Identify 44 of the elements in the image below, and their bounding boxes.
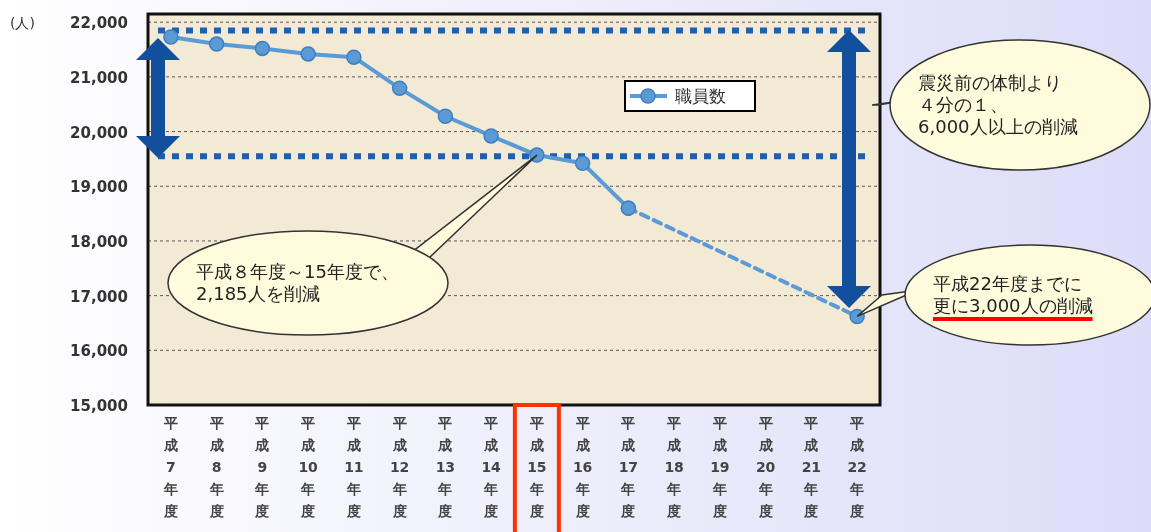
text: 平成22年度までに (933, 273, 1082, 294)
x-tick-label: 平成16年度 (572, 415, 593, 519)
x-tick-label: 平成19年度 (710, 415, 730, 519)
point (208, 36, 225, 52)
y-tick-label: 20,000 (70, 123, 128, 142)
y-axis-title: (人) (10, 15, 35, 32)
y-tick-label: 21,000 (70, 68, 128, 87)
text: 6,000人以上の削減 (918, 116, 1078, 137)
x-tick-label: 平成22年度 (847, 415, 867, 519)
x-tick-label: 平成17年度 (618, 415, 639, 519)
annotation: 2,185人を削減 (196, 283, 320, 304)
y-tick-label: 17,000 (70, 287, 128, 306)
x-tick-label: 平成18年度 (664, 415, 684, 519)
legend-label: 職員数 (675, 86, 726, 106)
text: 更に3,000人の削減 (933, 295, 1093, 316)
y-tick-label: 16,000 (70, 342, 128, 361)
text: ４分の１、 (918, 94, 1008, 115)
point (574, 155, 591, 172)
y-tick-label: 15,000 (70, 397, 128, 415)
point (391, 80, 408, 97)
y-tick-label: 19,000 (70, 178, 128, 197)
y-tick-label: 18,000 (70, 232, 128, 251)
legend: 職員数 (624, 80, 756, 112)
point (529, 147, 545, 163)
point (163, 29, 179, 45)
x-tick-label: 平成9年度 (254, 415, 270, 519)
point (437, 108, 454, 125)
x-tick-label: 平成20年度 (755, 415, 776, 519)
x-tick-label: 平成13年度 (435, 415, 456, 519)
text: 震災前の体制より (918, 72, 1062, 93)
point (254, 40, 271, 57)
x-tick-label: 平成8年度 (208, 415, 224, 519)
x-tick-label: 平成7年度 (162, 415, 178, 519)
x-tick-label: 平成11年度 (344, 415, 364, 519)
x-tick-label: 平成12年度 (389, 415, 410, 519)
y-tick-label: 22,000 (70, 14, 128, 33)
annotation: 平成８年度～15年度で、 (196, 261, 399, 282)
x-tick-label: 平成14年度 (481, 415, 502, 519)
point (483, 128, 499, 144)
point (300, 46, 316, 62)
x-tick-label: 平成15年度 (527, 415, 547, 519)
point (346, 49, 362, 65)
x-tick-label: 平成10年度 (298, 415, 319, 519)
x-tick-label: 平成21年度 (801, 415, 822, 519)
